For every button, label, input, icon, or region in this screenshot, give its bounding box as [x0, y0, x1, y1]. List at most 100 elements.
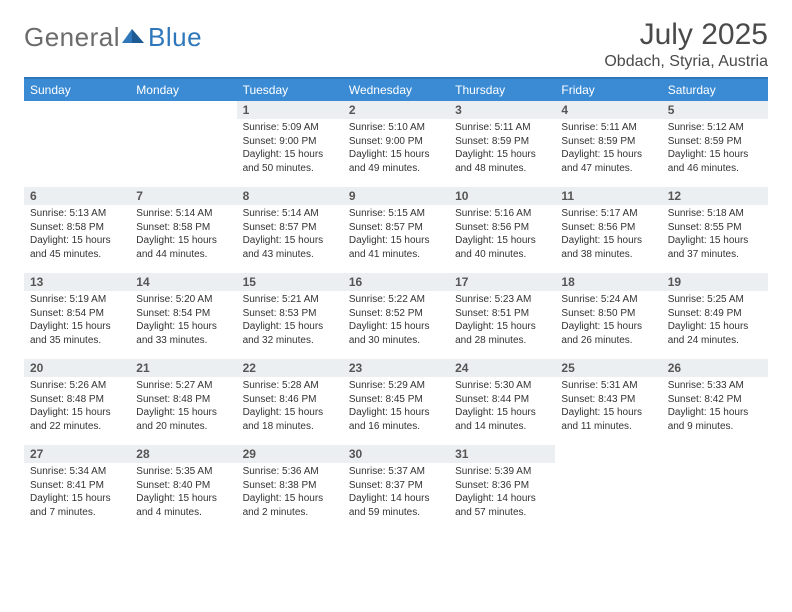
daylight-text: Daylight: 15 hours and 37 minutes. [668, 234, 762, 261]
day-details: Sunrise: 5:18 AMSunset: 8:55 PMDaylight:… [662, 205, 768, 265]
daylight-text: Daylight: 15 hours and 38 minutes. [561, 234, 655, 261]
day-details: Sunrise: 5:26 AMSunset: 8:48 PMDaylight:… [24, 377, 130, 437]
calendar-week-row: 13Sunrise: 5:19 AMSunset: 8:54 PMDayligh… [24, 273, 768, 359]
day-details: Sunrise: 5:15 AMSunset: 8:57 PMDaylight:… [343, 205, 449, 265]
calendar-day-cell [24, 101, 130, 187]
sunset-text: Sunset: 8:56 PM [561, 221, 655, 235]
sunset-text: Sunset: 8:55 PM [668, 221, 762, 235]
calendar-day-cell: 2Sunrise: 5:10 AMSunset: 9:00 PMDaylight… [343, 101, 449, 187]
calendar-day-cell: 21Sunrise: 5:27 AMSunset: 8:48 PMDayligh… [130, 359, 236, 445]
calendar-day-cell: 29Sunrise: 5:36 AMSunset: 8:38 PMDayligh… [237, 445, 343, 531]
calendar-day-cell [555, 445, 661, 531]
daylight-text: Daylight: 15 hours and 7 minutes. [30, 492, 124, 519]
day-details: Sunrise: 5:27 AMSunset: 8:48 PMDaylight:… [130, 377, 236, 437]
calendar-table: Sunday Monday Tuesday Wednesday Thursday… [24, 77, 768, 531]
brand-part1: General [24, 22, 120, 53]
daylight-text: Daylight: 15 hours and 9 minutes. [668, 406, 762, 433]
sunset-text: Sunset: 8:56 PM [455, 221, 549, 235]
day-details: Sunrise: 5:28 AMSunset: 8:46 PMDaylight:… [237, 377, 343, 437]
sunrise-text: Sunrise: 5:11 AM [455, 121, 549, 135]
calendar-day-cell: 16Sunrise: 5:22 AMSunset: 8:52 PMDayligh… [343, 273, 449, 359]
day-details: Sunrise: 5:21 AMSunset: 8:53 PMDaylight:… [237, 291, 343, 351]
sunrise-text: Sunrise: 5:36 AM [243, 465, 337, 479]
calendar-day-cell: 9Sunrise: 5:15 AMSunset: 8:57 PMDaylight… [343, 187, 449, 273]
daylight-text: Daylight: 15 hours and 47 minutes. [561, 148, 655, 175]
day-details: Sunrise: 5:22 AMSunset: 8:52 PMDaylight:… [343, 291, 449, 351]
sunrise-text: Sunrise: 5:20 AM [136, 293, 230, 307]
brand-logo: General Blue [24, 22, 202, 53]
month-title: July 2025 [604, 18, 768, 51]
day-details: Sunrise: 5:11 AMSunset: 8:59 PMDaylight:… [555, 119, 661, 179]
day-number: 4 [555, 101, 661, 119]
sunrise-text: Sunrise: 5:30 AM [455, 379, 549, 393]
col-sunday: Sunday [24, 78, 130, 101]
day-details: Sunrise: 5:14 AMSunset: 8:57 PMDaylight:… [237, 205, 343, 265]
calendar-day-cell: 1Sunrise: 5:09 AMSunset: 9:00 PMDaylight… [237, 101, 343, 187]
day-details: Sunrise: 5:12 AMSunset: 8:59 PMDaylight:… [662, 119, 768, 179]
calendar-day-cell: 7Sunrise: 5:14 AMSunset: 8:58 PMDaylight… [130, 187, 236, 273]
calendar-day-cell: 30Sunrise: 5:37 AMSunset: 8:37 PMDayligh… [343, 445, 449, 531]
calendar-day-cell: 12Sunrise: 5:18 AMSunset: 8:55 PMDayligh… [662, 187, 768, 273]
weekday-header-row: Sunday Monday Tuesday Wednesday Thursday… [24, 78, 768, 101]
sunrise-text: Sunrise: 5:34 AM [30, 465, 124, 479]
day-number: 2 [343, 101, 449, 119]
sunset-text: Sunset: 8:43 PM [561, 393, 655, 407]
day-details: Sunrise: 5:16 AMSunset: 8:56 PMDaylight:… [449, 205, 555, 265]
daylight-text: Daylight: 15 hours and 22 minutes. [30, 406, 124, 433]
calendar-day-cell: 18Sunrise: 5:24 AMSunset: 8:50 PMDayligh… [555, 273, 661, 359]
calendar-day-cell: 11Sunrise: 5:17 AMSunset: 8:56 PMDayligh… [555, 187, 661, 273]
calendar-week-row: 1Sunrise: 5:09 AMSunset: 9:00 PMDaylight… [24, 101, 768, 187]
sunrise-text: Sunrise: 5:25 AM [668, 293, 762, 307]
title-block: July 2025 Obdach, Styria, Austria [604, 18, 768, 71]
sunset-text: Sunset: 8:51 PM [455, 307, 549, 321]
sunset-text: Sunset: 8:54 PM [136, 307, 230, 321]
calendar-day-cell [662, 445, 768, 531]
sunrise-text: Sunrise: 5:33 AM [668, 379, 762, 393]
sunset-text: Sunset: 8:41 PM [30, 479, 124, 493]
calendar-day-cell: 20Sunrise: 5:26 AMSunset: 8:48 PMDayligh… [24, 359, 130, 445]
day-number: 16 [343, 273, 449, 291]
day-details: Sunrise: 5:36 AMSunset: 8:38 PMDaylight:… [237, 463, 343, 523]
calendar-day-cell: 10Sunrise: 5:16 AMSunset: 8:56 PMDayligh… [449, 187, 555, 273]
day-number: 3 [449, 101, 555, 119]
sunset-text: Sunset: 8:37 PM [349, 479, 443, 493]
col-friday: Friday [555, 78, 661, 101]
daylight-text: Daylight: 15 hours and 43 minutes. [243, 234, 337, 261]
day-number: 15 [237, 273, 343, 291]
sunrise-text: Sunrise: 5:18 AM [668, 207, 762, 221]
day-number: 29 [237, 445, 343, 463]
calendar-day-cell: 28Sunrise: 5:35 AMSunset: 8:40 PMDayligh… [130, 445, 236, 531]
col-tuesday: Tuesday [237, 78, 343, 101]
daylight-text: Daylight: 15 hours and 46 minutes. [668, 148, 762, 175]
day-number: 22 [237, 359, 343, 377]
sunset-text: Sunset: 8:54 PM [30, 307, 124, 321]
sunset-text: Sunset: 8:42 PM [668, 393, 762, 407]
calendar-day-cell: 13Sunrise: 5:19 AMSunset: 8:54 PMDayligh… [24, 273, 130, 359]
day-details: Sunrise: 5:14 AMSunset: 8:58 PMDaylight:… [130, 205, 236, 265]
day-details: Sunrise: 5:13 AMSunset: 8:58 PMDaylight:… [24, 205, 130, 265]
sunset-text: Sunset: 8:59 PM [668, 135, 762, 149]
calendar-day-cell: 22Sunrise: 5:28 AMSunset: 8:46 PMDayligh… [237, 359, 343, 445]
calendar-day-cell: 4Sunrise: 5:11 AMSunset: 8:59 PMDaylight… [555, 101, 661, 187]
sunset-text: Sunset: 8:58 PM [30, 221, 124, 235]
day-details: Sunrise: 5:19 AMSunset: 8:54 PMDaylight:… [24, 291, 130, 351]
daylight-text: Daylight: 15 hours and 24 minutes. [668, 320, 762, 347]
sunset-text: Sunset: 8:53 PM [243, 307, 337, 321]
day-details: Sunrise: 5:23 AMSunset: 8:51 PMDaylight:… [449, 291, 555, 351]
daylight-text: Daylight: 15 hours and 41 minutes. [349, 234, 443, 261]
sunrise-text: Sunrise: 5:35 AM [136, 465, 230, 479]
sunset-text: Sunset: 9:00 PM [349, 135, 443, 149]
sunset-text: Sunset: 8:44 PM [455, 393, 549, 407]
sunset-text: Sunset: 8:45 PM [349, 393, 443, 407]
day-number: 10 [449, 187, 555, 205]
day-number: 19 [662, 273, 768, 291]
daylight-text: Daylight: 15 hours and 45 minutes. [30, 234, 124, 261]
calendar-day-cell: 8Sunrise: 5:14 AMSunset: 8:57 PMDaylight… [237, 187, 343, 273]
day-number: 11 [555, 187, 661, 205]
day-number: 31 [449, 445, 555, 463]
day-number: 12 [662, 187, 768, 205]
calendar-week-row: 6Sunrise: 5:13 AMSunset: 8:58 PMDaylight… [24, 187, 768, 273]
sunset-text: Sunset: 8:36 PM [455, 479, 549, 493]
daylight-text: Daylight: 15 hours and 48 minutes. [455, 148, 549, 175]
daylight-text: Daylight: 15 hours and 44 minutes. [136, 234, 230, 261]
